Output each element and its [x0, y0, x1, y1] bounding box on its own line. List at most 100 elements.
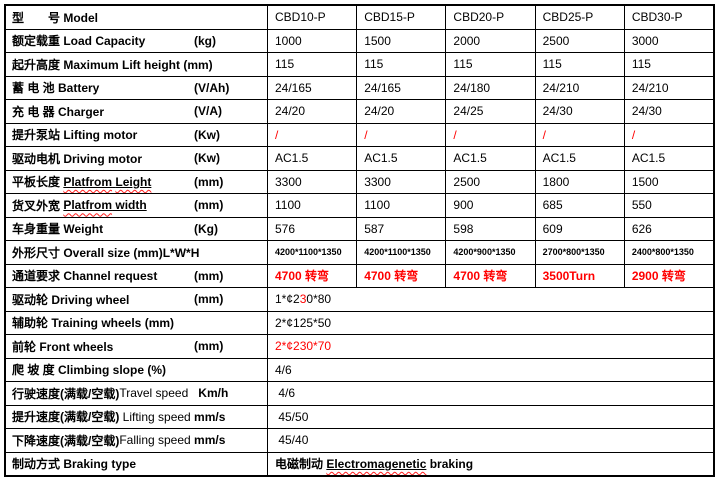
value-cell-lifting-motor-col5: /	[631, 127, 636, 142]
value-cell-weight-col1: 576	[268, 217, 358, 240]
label-text: mm/s	[194, 409, 226, 424]
unit-label: (mm)	[194, 198, 224, 213]
value-cell-platform-width-col5: 550	[631, 198, 652, 213]
value-cell-charger-col1: 24/20	[268, 100, 358, 123]
label-model: 型 号 Model	[6, 6, 268, 29]
unit-label: (kg)	[194, 33, 216, 48]
spec-row-battery: 蓄 电 池 Battery (V/Ah) 24/165 24/165 24/180 24/…	[6, 76, 713, 100]
value-cell-lifting-motor-col1: /	[268, 123, 358, 146]
label-text: 货叉外宽	[12, 198, 64, 213]
label-lifting-speed: 提升速度(满载/空载) Lifting speed mm/s	[6, 405, 268, 428]
label-text: braking	[426, 456, 474, 471]
spec-row-platform-width: 货叉外宽 Platfrom width (mm) 1100 1100 900 685 550	[6, 194, 713, 218]
unit-label: (Kw)	[194, 151, 220, 166]
value-cell-platform-length-col5: 1500	[631, 174, 659, 189]
label-lift-height: 起升高度 Maximum Lift height (mm)	[6, 53, 268, 76]
label-text: 充 电 器 Charger	[12, 104, 105, 119]
value-cell-braking-type: 电磁制动 Electromagenetic braking	[268, 453, 713, 476]
value-cell-overall-size-col3: 4200*900*1350	[446, 241, 536, 264]
unit-label: (V/A)	[194, 104, 222, 119]
label-text: Platfrom	[63, 174, 113, 189]
spec-row-driving-wheel: 驱动轮 Driving wheel (mm) 1*¢2 3 0*80	[6, 288, 713, 312]
value-cell-platform-length-col3: 2500	[446, 170, 536, 193]
value-cell-model-col3: CBD20-P	[446, 6, 536, 29]
value-cell-overall-size-col2: 4200*1100*1350	[357, 241, 447, 264]
label-text: 爬 坡 度 Climbing slope (%)	[12, 363, 167, 378]
spec-row-model: 型 号 Model CBD10-P CBD15-P CBD20-P CBD25-P CBD…	[6, 6, 713, 30]
label-text: 车身重量 Weight	[12, 222, 104, 237]
value-cell-driving-motor-col1: AC1.5	[268, 147, 358, 170]
label-text: 2*¢230*70	[275, 339, 332, 354]
label-text: 通道要求 Channel request	[12, 269, 158, 284]
label-text: 4/6	[275, 386, 296, 401]
label-text: 制动方式 Braking type	[12, 457, 137, 472]
spec-row-lifting-speed: 提升速度(满载/空载) Lifting speed mm/s 45/50	[6, 405, 713, 429]
spec-row-lifting-motor: 提升泵站 Lifting motor (Kw) / / / / /	[6, 123, 713, 147]
value-cell-battery-col2: 24/165	[357, 76, 447, 99]
label-text: 电磁制动	[275, 457, 327, 472]
spec-row-charger: 充 电 器 Charger (V/A) 24/20 24/20 24/25 24/30 24…	[6, 100, 713, 124]
label-overall-size: 外形尺寸 Overall size (mm)L*W*H	[6, 241, 268, 264]
value-cell-platform-width-col2: 1100	[357, 194, 447, 217]
label-text: Platfrom	[63, 198, 113, 213]
label-text: 0*80	[306, 292, 332, 307]
label-text: 提升速度(满载/空载)	[12, 410, 120, 425]
value-cell-lift-height-col5: 115	[631, 57, 651, 72]
value-cell-platform-width-col4: 685	[536, 194, 625, 217]
label-text: 额定载重 Load Capacity	[12, 34, 146, 49]
value-cell-battery-col4: 24/210	[536, 76, 625, 99]
label-text: 驱动电机 Driving motor	[12, 151, 143, 166]
value-cell-load-capacity-col4: 2500	[536, 29, 625, 52]
value-cell-climbing-slope: 4/6	[268, 359, 713, 382]
value-cell-platform-length-col4: 1800	[536, 170, 625, 193]
unit-label: (mm)	[194, 174, 224, 189]
label-text	[188, 386, 198, 400]
label-text: 起升高度 Maximum Lift height (mm)	[12, 57, 213, 72]
label-text: 45/40	[275, 433, 309, 448]
value-cell-driving-motor-col5: AC1.5	[631, 151, 666, 166]
spec-table: 型 号 Model CBD10-P CBD15-P CBD20-P CBD25-P CBD…	[4, 4, 715, 477]
label-falling-speed: 下降速度(满载/空载) Falling speed mm/s	[6, 429, 268, 452]
value-cell-lift-height-col1: 115	[268, 53, 358, 76]
value-cell-overall-size-col5: 2400*800*1350	[631, 247, 694, 258]
label-text: 3	[299, 292, 307, 307]
spec-row-lift-height: 起升高度 Maximum Lift height (mm) 115 115 115 11…	[6, 53, 713, 77]
value-cell-travel-speed: 4/6	[268, 382, 713, 405]
value-cell-load-capacity-col1: 1000	[268, 29, 358, 52]
label-text: Leight	[115, 174, 152, 189]
label-text: Km/h	[198, 386, 229, 401]
label-platform-length: 平板长度 Platfrom Leight (mm)	[6, 170, 268, 193]
value-cell-driving-wheel: 1*¢2 3 0*80	[268, 288, 713, 311]
label-driving-wheel: 驱动轮 Driving wheel (mm)	[6, 288, 268, 311]
label-text: 型 号 Model	[12, 10, 98, 25]
label-driving-motor: 驱动电机 Driving motor (Kw)	[6, 147, 268, 170]
value-cell-load-capacity-col2: 1500	[357, 29, 447, 52]
unit-label: (mm)	[194, 339, 224, 354]
spec-row-channel-request: 通道要求 Channel request (mm) 4700 转弯 4700 转弯 47…	[6, 264, 713, 288]
label-battery: 蓄 电 池 Battery (V/Ah)	[6, 76, 268, 99]
spec-row-platform-length: 平板长度 Platfrom Leight (mm) 3300 3300 2500 1800…	[6, 170, 713, 194]
label-text: 辅助轮 Training wheels (mm)	[12, 316, 175, 331]
label-climbing-slope: 爬 坡 度 Climbing slope (%)	[6, 358, 268, 381]
value-cell-lift-height-col2: 115	[357, 53, 447, 76]
value-cell-weight-col5: 626	[631, 221, 652, 236]
label-text: 外形尺寸 Overall size (mm)L*W*H	[12, 245, 200, 260]
label-text: width	[112, 198, 147, 213]
label-text: 2*¢125*50	[275, 315, 332, 330]
value-cell-channel-request-col4: 3500Turn	[536, 264, 625, 287]
spec-row-climbing-slope: 爬 坡 度 Climbing slope (%) 4/6	[6, 358, 713, 382]
value-cell-channel-request-col3: 4700 转弯	[446, 264, 536, 287]
label-travel-speed: 行驶速度(满载/空载) Travel speed Km/h	[6, 382, 268, 405]
value-cell-platform-width-col3: 900	[446, 194, 536, 217]
spec-row-travel-speed: 行驶速度(满载/空载) Travel speed Km/h 4/6	[6, 382, 713, 406]
label-text: 4/6	[275, 362, 292, 377]
unit-label: (Kw)	[194, 127, 220, 142]
value-cell-battery-col3: 24/180	[446, 76, 536, 99]
label-front-wheels: 前轮 Front wheels (mm)	[6, 335, 268, 358]
label-text: Electromagenetic	[326, 456, 427, 471]
spec-row-falling-speed: 下降速度(满载/空载) Falling speed mm/s 45/40	[6, 429, 713, 453]
label-training-wheels: 辅助轮 Training wheels (mm)	[6, 311, 268, 334]
spec-row-overall-size: 外形尺寸 Overall size (mm)L*W*H 4200*1100*135…	[6, 241, 713, 265]
value-cell-overall-size-col1: 4200*1100*1350	[268, 241, 358, 264]
label-text: 驱动轮 Driving wheel	[12, 292, 130, 307]
